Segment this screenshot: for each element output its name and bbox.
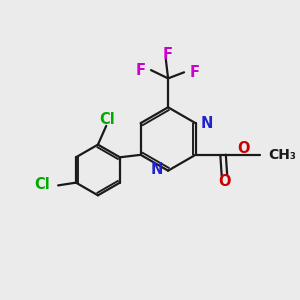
Text: Cl: Cl (34, 177, 50, 192)
Text: O: O (218, 174, 231, 189)
Text: Cl: Cl (99, 112, 115, 127)
Text: F: F (190, 65, 200, 80)
Text: O: O (238, 141, 250, 156)
Text: CH₃: CH₃ (268, 148, 296, 162)
Text: F: F (162, 47, 172, 62)
Text: F: F (136, 63, 146, 78)
Text: N: N (151, 162, 163, 177)
Text: N: N (200, 116, 213, 130)
